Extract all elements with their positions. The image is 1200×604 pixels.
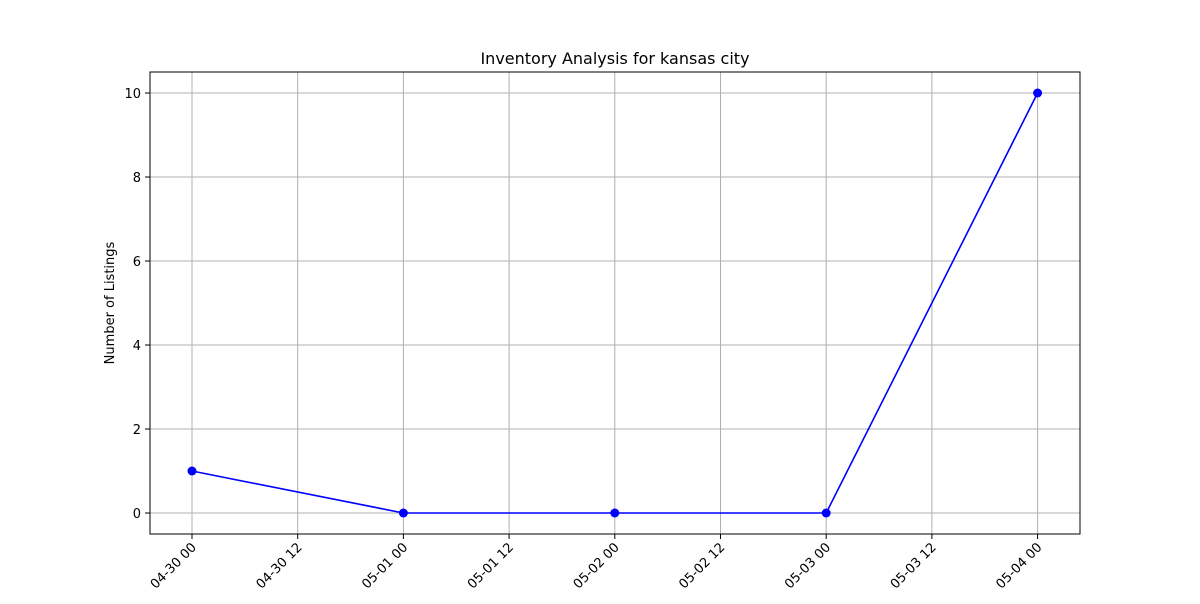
axis-ticks: 04-30 00 04-30 12 05-01 00 05-01 12 05-02 00… <box>124 87 1045 592</box>
data-point <box>187 466 197 476</box>
data-point <box>1033 88 1043 98</box>
grid-lines <box>150 72 1080 534</box>
y-tick-label: 8 <box>133 171 141 186</box>
chart-title: Inventory Analysis for kansas city <box>480 49 749 68</box>
data-point <box>821 508 831 518</box>
x-tick-label: 04-30 12 <box>254 540 306 592</box>
data-point <box>610 508 620 518</box>
x-tick-label: 05-02 00 <box>571 540 623 592</box>
data-point <box>398 508 408 518</box>
x-tick-label: 04-30 00 <box>148 540 200 592</box>
x-tick-label: 05-04 00 <box>993 540 1045 592</box>
x-tick-label: 05-01 00 <box>359 540 411 592</box>
y-tick-label: 4 <box>133 339 141 354</box>
series-layer <box>187 88 1043 518</box>
x-tick-label: 05-02 12 <box>676 540 728 592</box>
x-tick-label: 05-01 12 <box>465 540 517 592</box>
y-axis-label: Number of Listings <box>103 241 118 364</box>
y-tick-label: 2 <box>133 423 141 438</box>
x-tick-label: 05-03 00 <box>782 540 834 592</box>
y-tick-label: 6 <box>133 255 141 270</box>
y-tick-label: 0 <box>133 507 141 522</box>
x-tick-label: 05-03 12 <box>888 540 940 592</box>
y-tick-label: 10 <box>124 87 141 102</box>
